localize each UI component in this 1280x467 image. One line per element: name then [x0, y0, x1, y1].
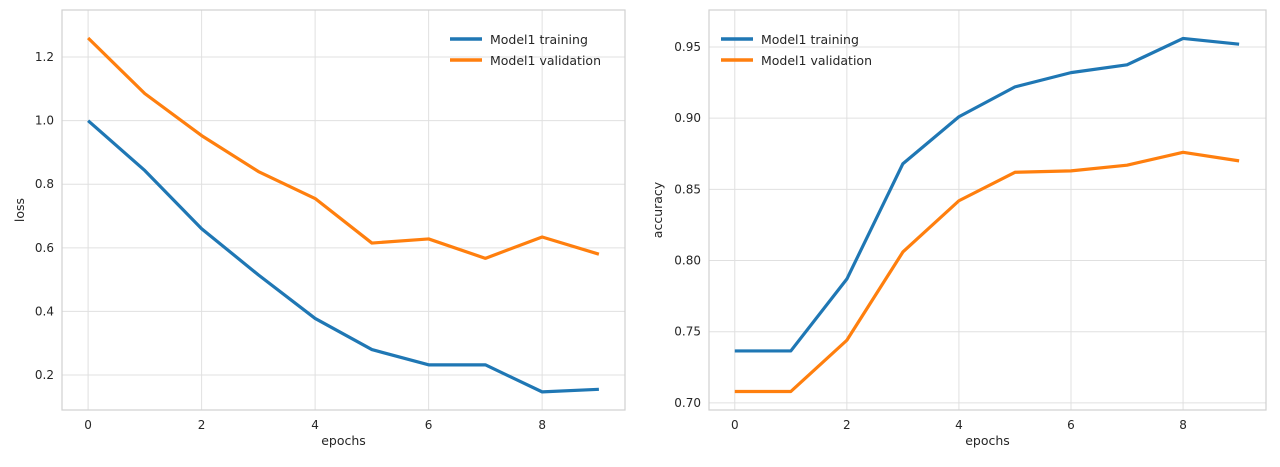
legend-label: Model1 validation: [761, 53, 872, 68]
series-line-model1-training: [734, 36, 1240, 353]
y-tick-label: 0.70: [674, 396, 701, 410]
plot-frame: [61, 9, 626, 411]
x-axis-label: epochs: [321, 433, 366, 448]
plot-frame: [708, 9, 1267, 411]
x-tick-label: 4: [955, 418, 963, 432]
x-tick-label: 6: [1067, 418, 1075, 432]
legend-label: Model1 training: [761, 32, 859, 47]
y-tick-label: 0.4: [35, 304, 54, 318]
subplot-accuracy: 0 2 4 6 8 0.70 0.75 0.80 0.85 0.90 0.95 epochs accur…: [650, 9, 1267, 448]
legend-label: Model1 training: [490, 32, 588, 47]
legend-label: Model1 validation: [490, 53, 601, 68]
y-tick-label: 1.2: [35, 50, 54, 64]
y-tick-label: 1.0: [35, 114, 54, 128]
x-tick-label: 8: [1179, 418, 1187, 432]
series-line-model1-training: [87, 119, 599, 394]
series-line-model1-validation: [734, 150, 1240, 394]
y-tick-label: 0.8: [35, 177, 54, 191]
x-tick-label: 2: [843, 418, 851, 432]
x-tick-label: 0: [84, 418, 92, 432]
x-tick-label: 2: [198, 418, 206, 432]
y-tick-label: 0.90: [674, 111, 701, 125]
y-tick-label: 0.85: [674, 182, 701, 196]
y-tick-label: 0.75: [674, 325, 701, 339]
y-tick-label: 0.80: [674, 254, 701, 268]
y-axis-label: accuracy: [650, 181, 665, 238]
series-line-model1-validation: [86, 36, 600, 260]
x-tick-label: 4: [311, 418, 319, 432]
y-axis-label: loss: [12, 198, 27, 222]
x-tick-label: 8: [538, 418, 546, 432]
y-tick-label: 0.6: [35, 241, 54, 255]
x-tick-label: 0: [731, 418, 739, 432]
subplot-loss: 0 2 4 6 8 0.2 0.4 0.6 0.8 1.0 1.2 epochs loss Model1 …: [12, 9, 626, 448]
y-tick-label: 0.95: [674, 40, 701, 54]
y-tick-label: 0.2: [35, 368, 54, 382]
x-tick-label: 6: [425, 418, 433, 432]
x-axis-label: epochs: [965, 433, 1010, 448]
